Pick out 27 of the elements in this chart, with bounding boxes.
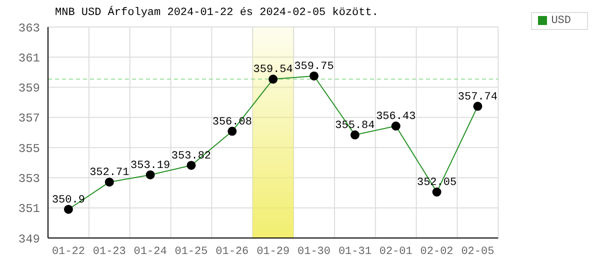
data-label: 359.75 [294,60,334,73]
x-tick-label: 02-05 [461,246,494,258]
x-tick-label: 01-24 [134,246,168,258]
chart-title: MNB USD Árfolyam 2024-01-22 és 2024-02-05 között. [55,7,378,19]
y-tick-label: 363 [18,21,40,36]
legend-label: USD [551,15,571,27]
data-label: 359.54 [253,64,294,76]
x-tick-label: 01-22 [52,246,85,258]
y-tick-label: 357 [18,112,40,126]
y-tick-label: 355 [18,142,40,156]
y-tick-label: 359 [18,82,40,96]
y-tick-label: 353 [18,172,40,186]
y-tick-label: 349 [18,232,40,246]
x-tick-label: 01-30 [298,246,331,258]
x-tick-label: 01-31 [338,246,372,258]
x-tick-label: 02-02 [420,246,454,258]
x-tick-label: 01-25 [174,246,208,258]
x-tick-label: 01-23 [92,246,126,258]
data-label: 357.74 [458,91,498,104]
x-tick-label: 01-26 [216,246,249,258]
x-tick-label: 01-29 [256,246,290,258]
data-label: 356.43 [376,111,416,124]
data-label: 352.71 [90,167,130,180]
data-label: 353.19 [130,160,170,172]
y-tick-label: 351 [18,202,40,216]
y-tick-label: 361 [18,51,40,66]
x-tick-label: 02-01 [379,246,413,258]
